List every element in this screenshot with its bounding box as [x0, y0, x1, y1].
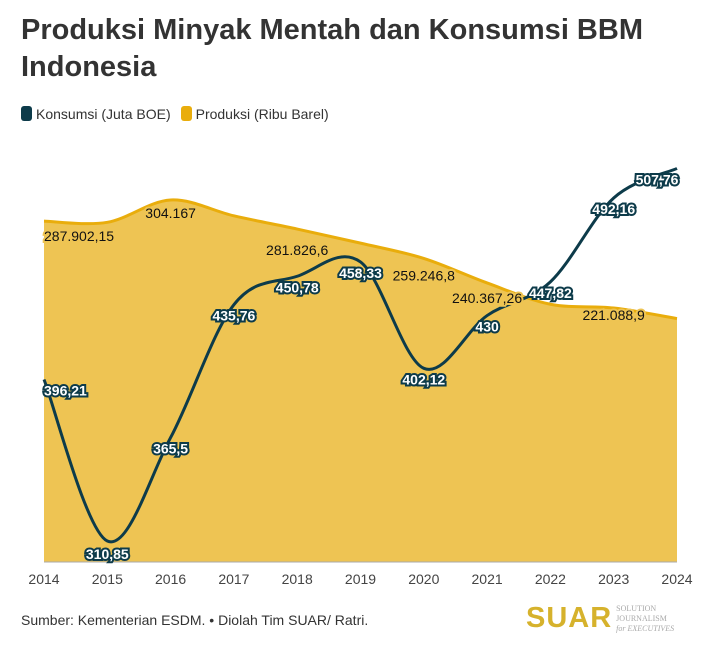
consumption-data-label: 447,82	[529, 285, 572, 301]
legend-item-production[interactable]: Produksi (Ribu Barel)	[180, 106, 329, 122]
production-line	[43, 198, 678, 321]
consumption-line	[42, 167, 678, 544]
production-data-label: 281.826,6	[266, 242, 328, 258]
logo-tag1: SOLUTION JOURNALISM	[616, 603, 667, 623]
production-data-label: 240.367,26	[452, 290, 522, 306]
consumption-data-label: 435,76	[212, 308, 255, 324]
consumption-data-label: 430	[475, 319, 499, 335]
x-tick-label: 2023	[598, 571, 629, 587]
logo-tagline: SOLUTION JOURNALISM for EXECUTIVES	[616, 604, 706, 634]
legend: Konsumsi (Juta BOE) Produksi (Ribu Barel…	[21, 106, 329, 122]
production-data-label: 259.246,8	[393, 267, 455, 283]
x-tick-label: 2017	[218, 571, 249, 587]
production-data-label: 304.167	[145, 205, 196, 221]
x-tick-label: 2014	[28, 571, 59, 587]
x-tick-label: 2015	[92, 571, 123, 587]
x-tick-label: 2018	[282, 571, 313, 587]
x-tick-label: 2024	[661, 571, 692, 587]
x-tick-label: 2019	[345, 571, 376, 587]
consumption-data-label: 458,33	[339, 265, 382, 281]
legend-item-consumption[interactable]: Konsumsi (Juta BOE)	[21, 106, 171, 122]
production-area	[44, 199, 677, 562]
consumption-data-label: 310,85	[86, 546, 129, 562]
legend-label: Konsumsi (Juta BOE)	[36, 106, 171, 122]
legend-swatch	[21, 106, 32, 121]
production-data-label: 221.088,9	[583, 307, 645, 323]
logo-text: SUAR	[526, 602, 613, 634]
production-data-label: 287.902,15	[44, 228, 114, 244]
x-tick-label: 2016	[155, 571, 186, 587]
consumption-data-label: 507,76	[636, 171, 679, 187]
logo-tag2: for EXECUTIVES	[616, 623, 675, 633]
consumption-data-label: 492,16	[592, 201, 635, 217]
legend-swatch	[180, 106, 192, 121]
x-tick-label: 2021	[472, 571, 503, 587]
consumption-data-label: 450,78	[276, 279, 319, 295]
x-tick-label: 2022	[535, 571, 566, 587]
chart-title: Produksi Minyak Mentah dan Konsumsi BBM …	[21, 14, 643, 83]
consumption-data-label: 365,5	[153, 441, 188, 457]
legend-label: Produksi (Ribu Barel)	[195, 106, 329, 122]
x-tick-label: 2020	[408, 571, 439, 587]
consumption-data-label: 396,21	[44, 382, 87, 398]
source-note: Sumber: Kementerian ESDM. • Diolah Tim S…	[21, 612, 369, 628]
consumption-data-label: 402,12	[402, 371, 445, 387]
suar-logo: SUAR SOLUTION JOURNALISM for EXECUTIVES	[526, 602, 706, 635]
